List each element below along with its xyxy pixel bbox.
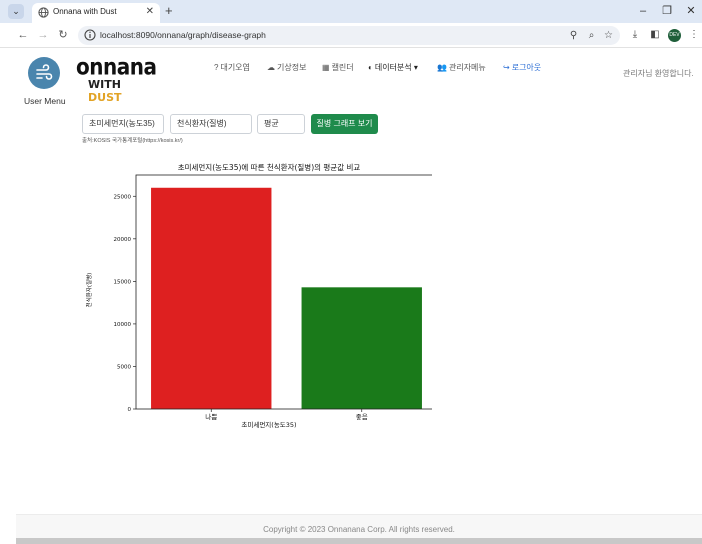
logo-wordmark: onnana — [76, 52, 157, 81]
download-icon[interactable]: ⤓ — [632, 29, 638, 40]
new-tab-icon[interactable]: + — [165, 3, 173, 18]
address-bar[interactable]: localhost:8090/onnana/graph/disease-grap… — [78, 26, 620, 45]
browser-tab[interactable]: Onnana with Dust ✕ — [32, 3, 160, 23]
zoom-icon[interactable]: ⌕ — [588, 30, 595, 41]
web-page: User Menu onnana WITH DUST ? 대기오염 ☁ 기상정보 ▦… — [16, 48, 702, 544]
source-text: 출처:KOSIS 국가통계포털(https://kosis.kr/) — [82, 138, 183, 144]
side-panel-icon[interactable]: ◧ — [650, 29, 660, 40]
calendar-icon: ▦ — [322, 63, 330, 72]
site-logo[interactable]: onnana WITH DUST — [76, 54, 157, 104]
globe-icon — [38, 7, 49, 18]
tab-search-chevron-icon[interactable]: ⌄ — [8, 4, 24, 19]
question-icon: ? — [214, 63, 219, 72]
disease-select[interactable]: 천식환자(질병) — [170, 114, 252, 134]
reload-icon[interactable]: ↻ — [58, 29, 68, 41]
welcome-text: 관리자님 환영합니다. — [623, 69, 694, 78]
footer-copyright: Copyright © 2023 Onnanana Corp. All righ… — [263, 525, 455, 534]
y-tick-label: 25000 — [114, 194, 132, 200]
stat-select[interactable]: 평균 — [257, 114, 305, 134]
logo-tagline: WITH DUST — [88, 78, 122, 104]
chart-ylabel: 천식환자(질병) — [85, 273, 93, 308]
user-menu-label: User Menu — [24, 96, 66, 106]
nav-item-weather[interactable]: ☁ 기상정보 — [267, 63, 307, 72]
restore-icon[interactable]: ❐ — [662, 5, 672, 17]
bookmark-star-icon[interactable]: ☆ — [604, 30, 613, 41]
forward-icon[interactable]: → — [37, 29, 49, 41]
x-tick-label: 나쁨 — [205, 412, 217, 421]
nav-item-calendar[interactable]: ▦ 캘린더 — [322, 63, 354, 72]
bar-chart-svg: 초미세먼지(농도35)에 따른 천식환자(질병)의 평균값 비교 초미세먼지(농… — [85, 162, 438, 429]
pie-chart-icon: ◐ — [368, 63, 373, 72]
user-menu-button[interactable] — [28, 57, 60, 89]
nav-item-data-analysis[interactable]: ◐ 데이터분석 ▾ — [368, 63, 418, 72]
browser-toolbar: ← → ↻ localhost:8090/onnana/graph/diseas… — [0, 23, 702, 48]
disease-graph-button[interactable]: 질병 그래프 보기 — [311, 114, 378, 134]
nav-item-air-pollution[interactable]: ? 대기오염 — [214, 63, 250, 72]
page-bottom-edge — [16, 538, 702, 544]
nav-item-admin[interactable]: 👥 관리자메뉴 — [437, 63, 486, 72]
chart-bar — [151, 187, 272, 409]
pollutant-select[interactable]: 초미세먼지(농도35) — [82, 114, 164, 134]
chart-xlabel: 초미세먼지(농도35) — [241, 420, 296, 429]
browser-tab-strip: ⌄ Onnana with Dust ✕ + – ❐ ✕ — [0, 0, 702, 23]
y-tick-label: 10000 — [114, 322, 132, 328]
kebab-menu-icon[interactable]: ⋮ — [689, 29, 699, 40]
location-icon[interactable]: ⚲ — [569, 30, 578, 41]
chart-title: 초미세먼지(농도35)에 따른 천식환자(질병)의 평균값 비교 — [178, 162, 361, 172]
y-tick-label: 5000 — [117, 364, 131, 370]
bar-chart: 초미세먼지(농도35)에 따른 천식환자(질병)의 평균값 비교 초미세먼지(농… — [82, 159, 438, 434]
site-info-icon[interactable] — [84, 29, 96, 41]
tab-title: Onnana with Dust — [53, 7, 117, 16]
back-icon[interactable]: ← — [17, 29, 29, 41]
tab-close-icon[interactable]: ✕ — [145, 6, 154, 17]
users-icon: 👥 — [437, 63, 447, 72]
y-tick-label: 20000 — [114, 237, 132, 243]
logout-icon: ↪ — [503, 63, 510, 72]
chart-bar — [301, 287, 422, 409]
cloud-icon: ☁ — [267, 63, 275, 72]
x-tick-label: 좋음 — [356, 413, 368, 421]
chart-marks: 나쁨 좋음 0 5000 10000 15000 20000 25000 — [114, 174, 438, 421]
minimize-icon[interactable]: – — [639, 5, 647, 17]
wind-icon — [36, 64, 53, 80]
profile-avatar[interactable]: DEV — [668, 29, 681, 42]
window-close-icon[interactable]: ✕ — [686, 5, 696, 17]
url-text: localhost:8090/onnana/graph/disease-grap… — [100, 30, 266, 40]
nav-item-logout[interactable]: ↪ 로그아웃 — [503, 63, 542, 72]
y-tick-label: 15000 — [114, 279, 132, 285]
y-tick-label: 0 — [128, 407, 132, 413]
